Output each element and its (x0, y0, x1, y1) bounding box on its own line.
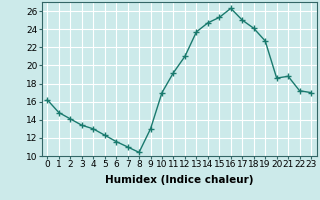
X-axis label: Humidex (Indice chaleur): Humidex (Indice chaleur) (105, 175, 253, 185)
